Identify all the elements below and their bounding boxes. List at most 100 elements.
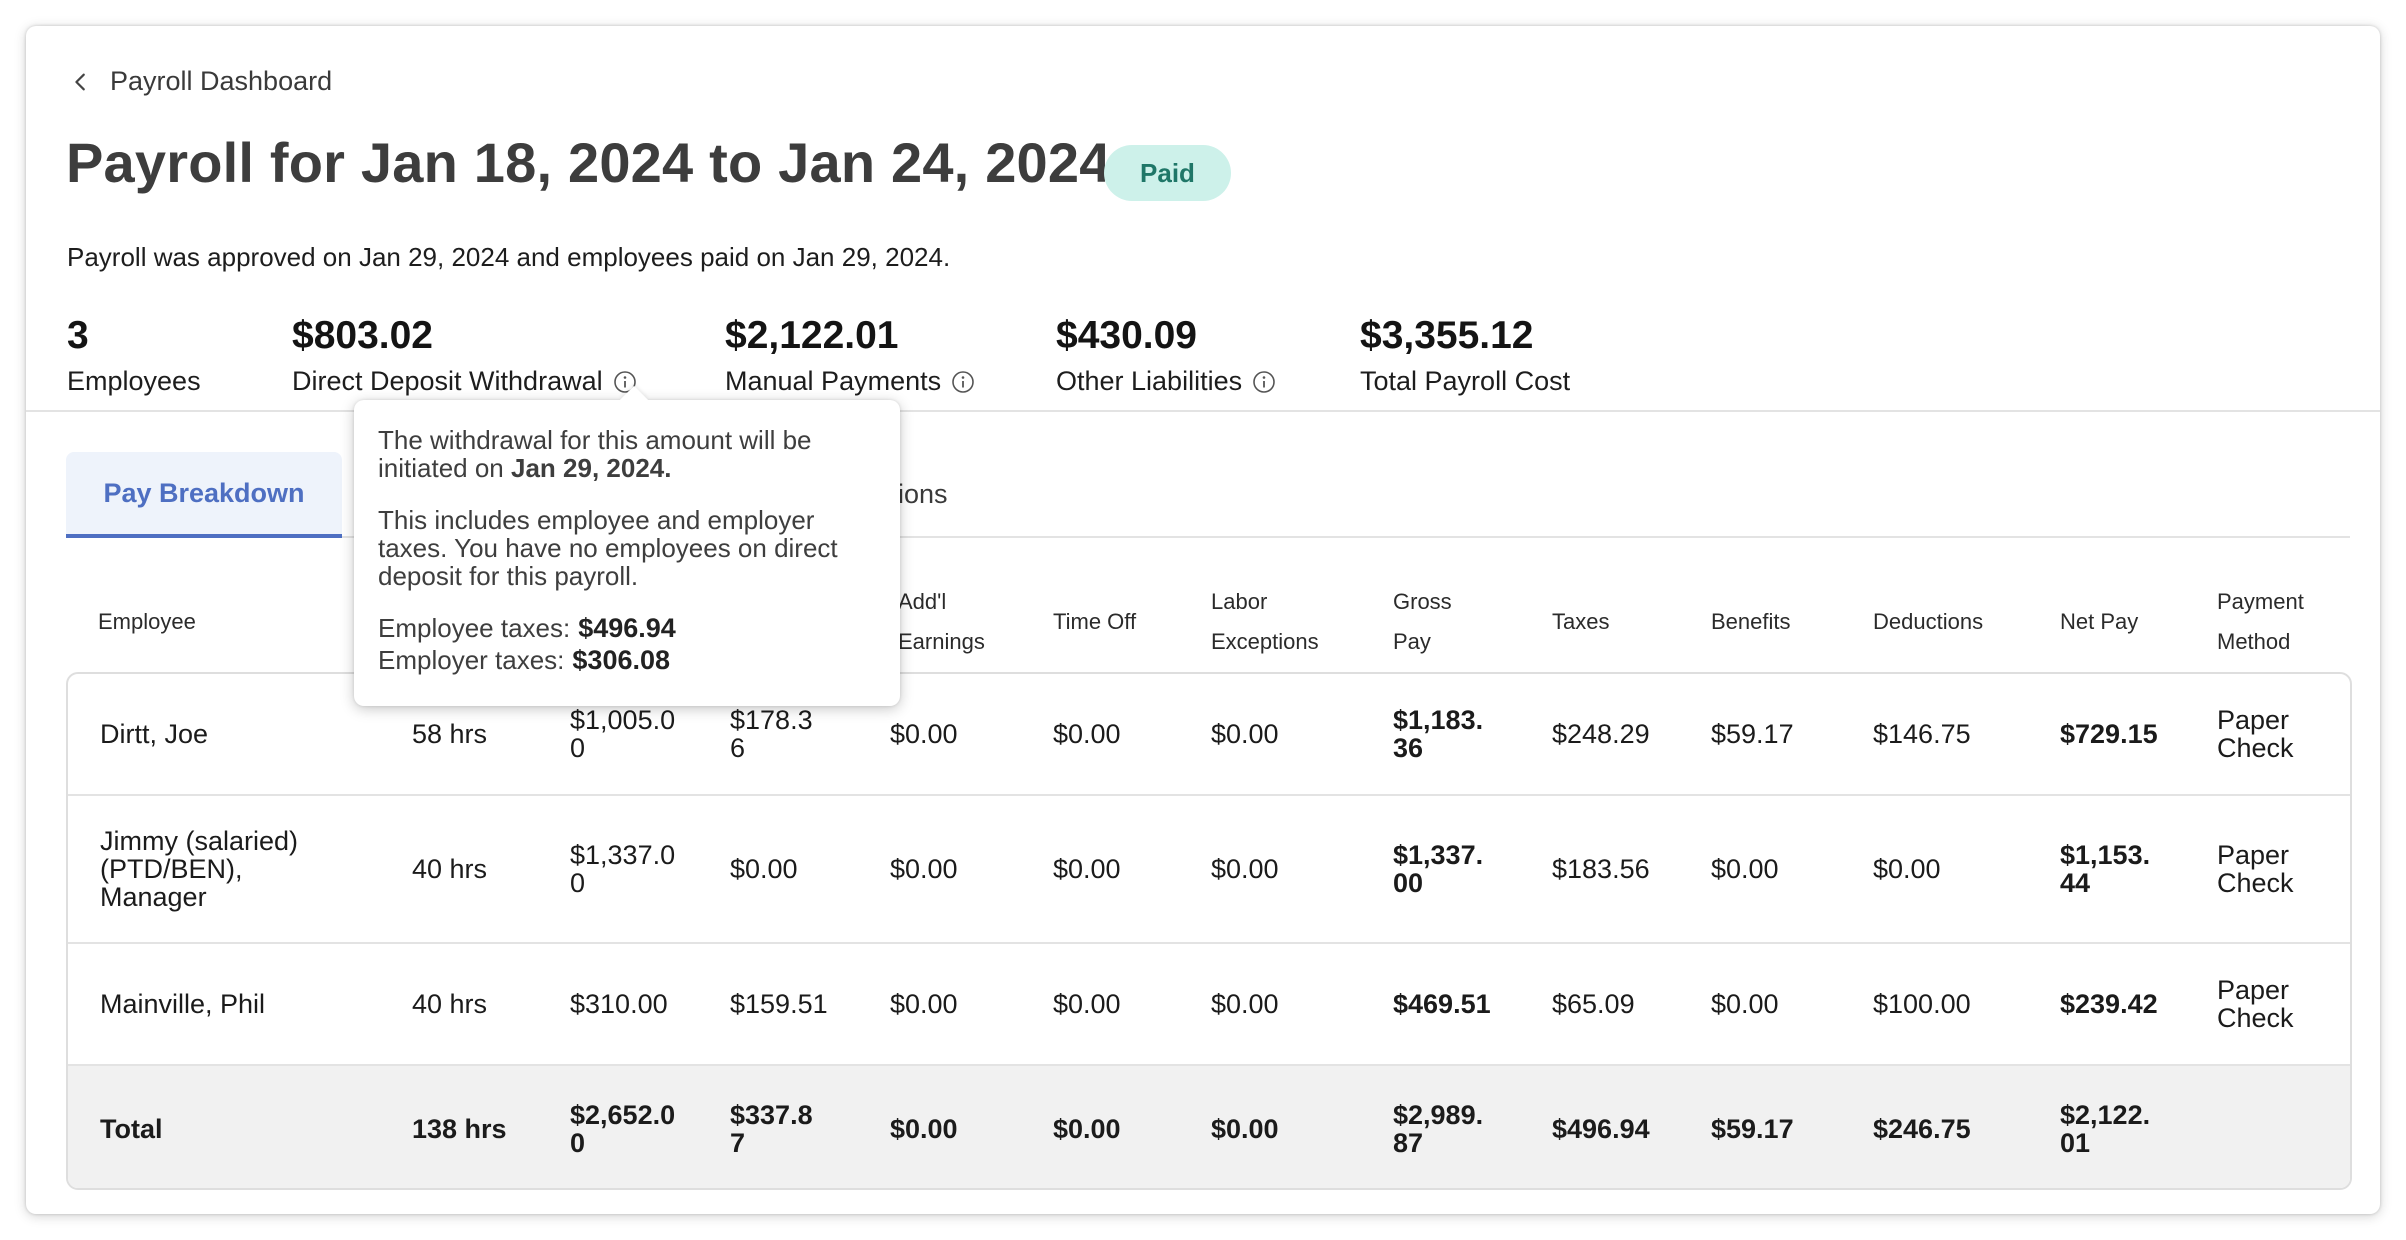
tooltip-employee-value: $496.94: [578, 613, 676, 643]
stat-value: 3: [67, 314, 89, 357]
cell-taxes: $248.29: [1552, 719, 1650, 749]
tooltip-line1: The withdrawal for this amount will be i…: [378, 425, 812, 483]
payroll-card: Payroll Dashboard Payroll for Jan 18, 20…: [26, 26, 2380, 1214]
tooltip-date: Jan 29, 2024.: [511, 453, 672, 483]
cell-benefits: $59.17: [1711, 719, 1794, 749]
cell-benefits: $0.00: [1711, 989, 1779, 1019]
cell-total-label: Total: [100, 1114, 163, 1144]
cell-addl-earnings: $0.00: [890, 719, 958, 749]
cell-gross: $2,989.87: [1393, 1100, 1484, 1158]
cell-gross: $469.51: [1393, 989, 1491, 1019]
section-divider: [26, 410, 2380, 412]
cell-regular: $2,652.00: [570, 1100, 676, 1158]
info-icon[interactable]: [951, 370, 975, 394]
cell-hours: 40 hrs: [412, 854, 488, 884]
stat-label: Manual Payments: [725, 366, 942, 396]
col-header-payment-2: Method: [2217, 629, 2291, 654]
stat-direct-deposit: $803.02 Direct Deposit Withdrawal: [292, 314, 637, 397]
col-header-gross-1: Gross: [1393, 589, 1452, 614]
back-link[interactable]: Payroll Dashboard: [70, 66, 332, 97]
cell-employee: Dirtt, Joe: [100, 719, 209, 749]
stat-label: Total Payroll Cost: [1360, 366, 1571, 396]
col-header-gross-2: Pay: [1393, 629, 1431, 654]
pay-breakdown-table: Dirtt, Joe 58 hrs $1,005.00 $178.36 $0.0…: [66, 672, 2352, 1190]
cell-time-off: $0.00: [1053, 989, 1121, 1019]
stat-label: Other Liabilities: [1056, 366, 1243, 396]
cell-deductions: $0.00: [1873, 854, 1941, 884]
cell-overtime: $178.36: [730, 705, 813, 763]
approval-subtitle: Payroll was approved on Jan 29, 2024 and…: [67, 242, 951, 272]
info-icon[interactable]: [613, 370, 637, 394]
col-header-taxes: Taxes: [1552, 609, 1610, 634]
cell-hours: 138 hrs: [412, 1114, 507, 1144]
direct-deposit-tooltip: The withdrawal for this amount will be i…: [354, 385, 900, 706]
tab-pay-breakdown[interactable]: Pay Breakdown: [66, 452, 342, 538]
chevron-left-icon: [75, 73, 85, 90]
table-row[interactable]: Jimmy (salaried) (PTD/BEN), Manager 40 h…: [68, 796, 2350, 944]
status-badge: Paid: [1104, 145, 1231, 201]
table-row[interactable]: Mainville, Phil 40 hrs $310.00 $159.51 $…: [68, 944, 2350, 1066]
col-header-payment-1: Payment: [2217, 589, 2304, 614]
cell-payment-method: Paper Check: [2217, 705, 2294, 763]
cell-labor: $0.00: [1211, 719, 1279, 749]
cell-regular: $1,337.00: [570, 840, 676, 898]
cell-benefits: $0.00: [1711, 854, 1779, 884]
stat-value: $2,122.01: [725, 314, 899, 357]
cell-gross: $1,183.36: [1393, 705, 1484, 763]
cell-gross: $1,337.00: [1393, 840, 1484, 898]
cell-net-pay: $729.15: [2060, 719, 2158, 749]
cell-time-off: $0.00: [1053, 1114, 1121, 1144]
cell-taxes: $65.09: [1552, 989, 1635, 1019]
cell-labor: $0.00: [1211, 989, 1279, 1019]
tooltip-employer-value: $306.08: [572, 645, 671, 675]
cell-hours: 40 hrs: [412, 989, 488, 1019]
cell-employee: Jimmy (salaried) (PTD/BEN), Manager: [100, 826, 299, 912]
cell-time-off: $0.00: [1053, 854, 1121, 884]
col-header-addl-earnings-2: Earnings: [898, 629, 985, 654]
col-header-deductions: Deductions: [1873, 609, 1984, 634]
tooltip-employee-label: Employee taxes:: [378, 613, 571, 643]
cell-deductions: $246.75: [1873, 1114, 1971, 1144]
stat-value: $3,355.12: [1360, 314, 1534, 357]
cell-time-off: $0.00: [1053, 719, 1121, 749]
col-header-labor-1: Labor: [1211, 589, 1268, 614]
tooltip-employer-label: Employer taxes:: [378, 645, 565, 675]
info-icon[interactable]: [1252, 370, 1276, 394]
cell-employee: Mainville, Phil: [100, 989, 266, 1019]
cell-addl-earnings: $0.00: [890, 854, 958, 884]
cell-payment-method: Paper Check: [2217, 975, 2294, 1033]
cell-hours: 58 hrs: [412, 719, 488, 749]
cell-regular: $310.00: [570, 989, 668, 1019]
cell-taxes: $496.94: [1552, 1114, 1650, 1144]
cell-labor: $0.00: [1211, 854, 1279, 884]
stat-employees: 3 Employees: [67, 314, 201, 397]
cell-addl-earnings: $0.00: [890, 1114, 958, 1144]
table-total-row: Total 138 hrs $2,652.00 $337.87 $0.00 $0…: [68, 1066, 2350, 1188]
cell-net-pay: $1,153.44: [2060, 840, 2151, 898]
col-header-net-pay: Net Pay: [2060, 609, 2139, 634]
stat-value: $430.09: [1056, 314, 1197, 357]
tooltip-employer-taxes: Employer taxes: $306.08: [378, 646, 876, 674]
col-header-addl-earnings-1: Add'l: [898, 589, 947, 614]
cell-payment-method: Paper Check: [2217, 840, 2294, 898]
tooltip-employee-taxes: Employee taxes: $496.94: [378, 614, 876, 642]
stat-other-liabilities: $430.09 Other Liabilities: [1056, 314, 1276, 397]
stat-total-payroll-cost: $3,355.12 Total Payroll Cost: [1360, 314, 1570, 397]
cell-labor: $0.00: [1211, 1114, 1279, 1144]
back-link-label: Payroll Dashboard: [110, 66, 333, 96]
stat-label: Direct Deposit Withdrawal: [292, 366, 603, 396]
cell-regular: $1,005.00: [570, 705, 676, 763]
cell-net-pay: $2,122.01: [2060, 1100, 2151, 1158]
col-header-benefits: Benefits: [1711, 609, 1791, 634]
stat-label: Employees: [67, 366, 201, 396]
cell-overtime: $159.51: [730, 989, 828, 1019]
cell-deductions: $146.75: [1873, 719, 1971, 749]
col-header-employee: Employee: [98, 609, 196, 634]
cell-benefits: $59.17: [1711, 1114, 1794, 1144]
page-title: Payroll for Jan 18, 2024 to Jan 24, 2024: [66, 131, 1111, 194]
tooltip-text-initiated: The withdrawal for this amount will be i…: [378, 426, 876, 482]
cell-net-pay: $239.42: [2060, 989, 2158, 1019]
table-row[interactable]: Dirtt, Joe 58 hrs $1,005.00 $178.36 $0.0…: [68, 674, 2350, 796]
stat-manual-payments: $2,122.01 Manual Payments: [725, 314, 975, 397]
col-header-time-off: Time Off: [1053, 609, 1137, 634]
